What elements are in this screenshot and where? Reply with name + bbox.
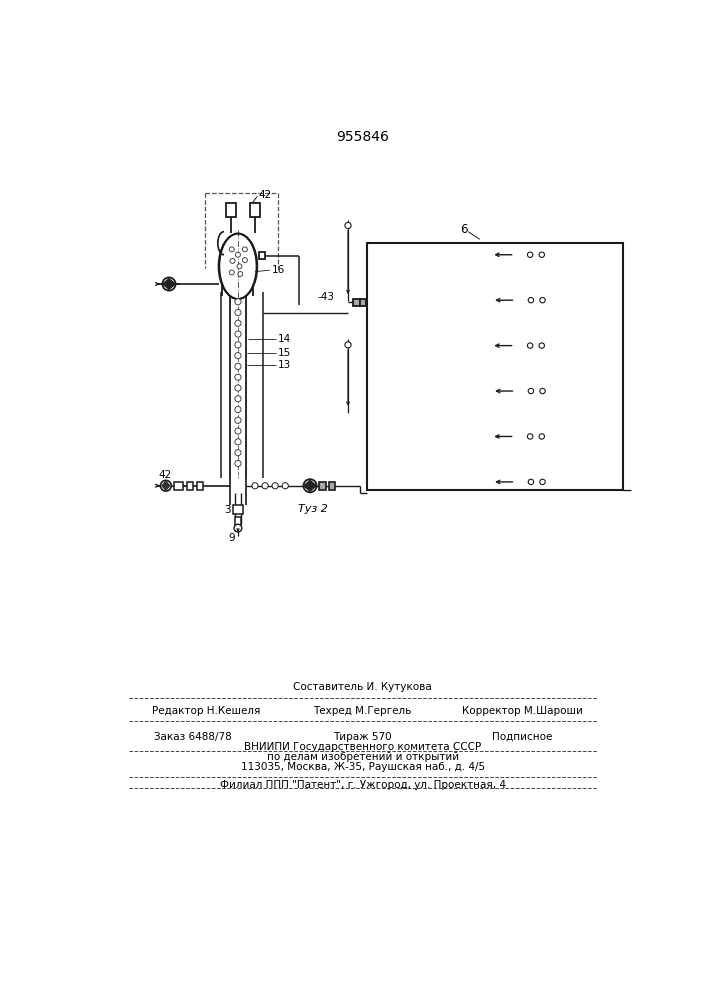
Circle shape [235, 309, 241, 316]
Circle shape [527, 252, 533, 257]
Circle shape [528, 479, 534, 485]
Text: 6: 6 [460, 223, 468, 236]
Text: -43: -43 [318, 292, 335, 302]
Text: 113035, Москва, Ж-35, Раушская наб., д. 4/5: 113035, Москва, Ж-35, Раушская наб., д. … [240, 762, 485, 772]
Circle shape [235, 417, 241, 423]
Text: Редактор Н.Кешеля: Редактор Н.Кешеля [152, 706, 260, 716]
Circle shape [527, 434, 533, 439]
Circle shape [229, 270, 234, 275]
Bar [235, 517, 241, 526]
Circle shape [235, 450, 241, 456]
Text: Корректор М.Шароши: Корректор М.Шароши [462, 706, 583, 716]
Text: 3: 3 [225, 505, 231, 515]
Text: 13: 13 [279, 360, 291, 370]
Circle shape [539, 252, 544, 257]
Circle shape [303, 479, 317, 492]
Circle shape [234, 524, 242, 532]
Circle shape [235, 460, 241, 467]
Text: Тираж 570: Тираж 570 [334, 732, 392, 742]
Text: по делам изобретений и открытий: по делам изобретений и открытий [267, 752, 459, 762]
Bar [320, 482, 325, 490]
Circle shape [235, 252, 240, 257]
Bar [368, 243, 623, 490]
Text: 42: 42 [158, 470, 171, 480]
Text: Техред М.Гергель: Техред М.Гергель [313, 706, 412, 716]
Circle shape [282, 483, 288, 489]
Circle shape [252, 483, 258, 489]
Circle shape [539, 343, 544, 348]
Circle shape [235, 363, 241, 369]
Circle shape [238, 272, 243, 276]
Bar [360, 299, 366, 306]
Circle shape [540, 388, 545, 394]
Bar [174, 482, 183, 490]
Circle shape [540, 297, 545, 303]
Polygon shape [163, 279, 175, 289]
Text: Τуз 2: Τуз 2 [298, 504, 328, 514]
Circle shape [235, 385, 241, 391]
Circle shape [235, 439, 241, 445]
Polygon shape [162, 481, 170, 490]
Circle shape [237, 264, 242, 269]
Bar [329, 482, 335, 490]
Ellipse shape [219, 234, 257, 299]
Text: 16: 16 [272, 265, 286, 275]
Circle shape [528, 297, 534, 303]
Circle shape [229, 247, 234, 252]
Text: Подписное: Подписное [492, 732, 553, 742]
Circle shape [235, 428, 241, 434]
Text: 14: 14 [279, 334, 291, 344]
Circle shape [230, 258, 235, 263]
Text: 9: 9 [228, 533, 235, 543]
Bar [259, 252, 265, 259]
Text: 42: 42 [259, 190, 272, 200]
Polygon shape [304, 480, 316, 491]
Circle shape [160, 480, 171, 491]
Bar [197, 482, 203, 490]
Bar [233, 505, 243, 514]
Bar [250, 203, 260, 217]
Text: Заказ 6488/78: Заказ 6488/78 [154, 732, 232, 742]
Circle shape [235, 331, 241, 337]
Circle shape [235, 342, 241, 348]
Bar [226, 203, 235, 217]
Circle shape [235, 353, 241, 359]
Circle shape [345, 342, 351, 348]
Circle shape [235, 406, 241, 413]
Circle shape [345, 222, 351, 229]
Circle shape [235, 299, 241, 305]
Circle shape [235, 396, 241, 402]
Bar [187, 482, 193, 490]
Circle shape [527, 343, 533, 348]
Text: Филиал ППП "Патент", г. Ужгород, ул. Проектная, 4: Филиал ППП "Патент", г. Ужгород, ул. Про… [220, 780, 506, 790]
Circle shape [540, 479, 545, 485]
Text: 15: 15 [279, 348, 291, 358]
Circle shape [235, 374, 241, 380]
Circle shape [163, 277, 175, 291]
Text: ВНИИПИ Государственного комитета СССР: ВНИИПИ Государственного комитета СССР [244, 742, 481, 752]
Circle shape [243, 247, 247, 252]
Circle shape [243, 258, 247, 263]
Circle shape [539, 434, 544, 439]
Circle shape [528, 388, 534, 394]
Circle shape [235, 320, 241, 326]
Circle shape [272, 483, 279, 489]
Bar [354, 299, 360, 306]
Circle shape [262, 483, 268, 489]
Text: Составитель И. Кутукова: Составитель И. Кутукова [293, 682, 432, 692]
Text: 955846: 955846 [337, 130, 389, 144]
